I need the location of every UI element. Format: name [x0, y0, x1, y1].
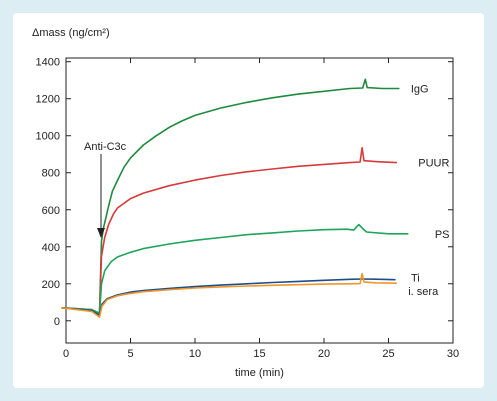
- series-label: i. sera: [408, 286, 439, 298]
- y-tick-label: 400: [42, 242, 60, 254]
- y-axis-ticks: 0 200 400 600 800 1000 1200 1400: [36, 57, 453, 328]
- series-labels: IgG PUUR PS Tii. sera: [408, 84, 449, 299]
- y-tick-label: 600: [42, 205, 60, 217]
- series-label: PUUR: [418, 158, 449, 170]
- chart-panel: [13, 13, 484, 388]
- series-line-i-sera: [61, 272, 398, 318]
- anti-c3c-annotation: Anti-C3c: [84, 141, 127, 238]
- annotation-arrow-head: [97, 228, 105, 238]
- annotation-text: Anti-C3c: [84, 141, 127, 153]
- series-line-puur: [61, 147, 398, 315]
- y-tick-label: 200: [42, 279, 60, 291]
- y-tick-label: 1400: [36, 57, 60, 69]
- x-tick-label: 30: [447, 348, 459, 360]
- series-line-igg: [61, 78, 400, 315]
- x-tick-label: 5: [127, 348, 133, 360]
- y-tick-label: 800: [42, 168, 60, 180]
- series-line-ti: [61, 278, 396, 317]
- series-label: IgG: [411, 84, 429, 96]
- x-axis-ticks: 0 5 10 15 20 25 30: [63, 58, 459, 360]
- y-tick-label: 1200: [36, 94, 60, 106]
- x-tick-label: 15: [253, 348, 265, 360]
- series-line-ps: [61, 223, 409, 315]
- y-tick-label: 0: [54, 316, 60, 328]
- series-lines: [61, 78, 409, 318]
- x-tick-label: 25: [382, 348, 394, 360]
- series-label: PS: [435, 229, 450, 241]
- x-tick-label: 10: [189, 348, 201, 360]
- y-axis-label: Δmass (ng/cm²): [32, 27, 110, 39]
- x-axis-label: time (min): [235, 367, 284, 379]
- x-tick-label: 0: [63, 348, 69, 360]
- series-label: Ti: [411, 273, 420, 285]
- x-tick-label: 20: [318, 348, 330, 360]
- y-tick-label: 1000: [36, 131, 60, 143]
